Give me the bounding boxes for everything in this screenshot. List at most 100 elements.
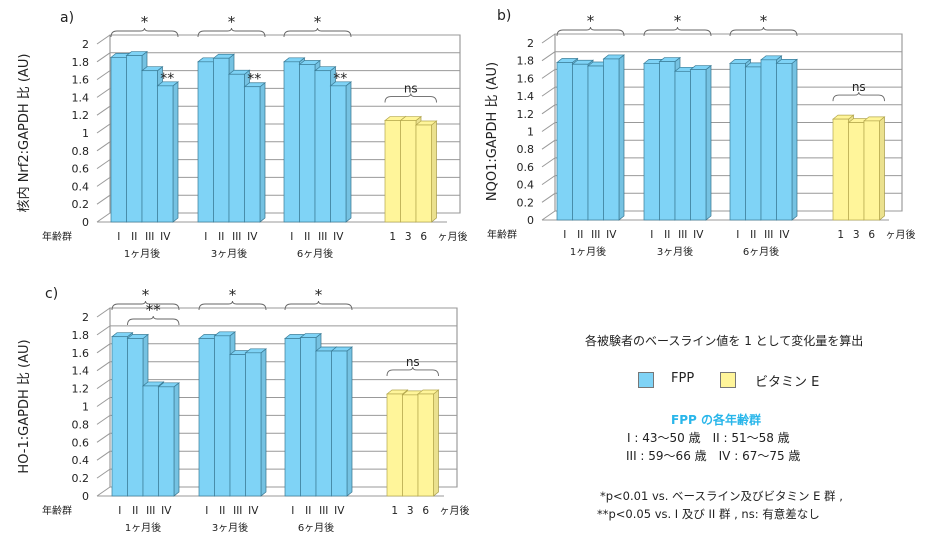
x-tick-label: I xyxy=(204,231,207,243)
y-tick-label: 0.2 xyxy=(72,472,90,485)
gridline-side xyxy=(96,486,111,497)
y-tick-label: 0.6 xyxy=(72,436,90,449)
gridline-side xyxy=(541,192,556,203)
group-label: 6ヶ月後 xyxy=(297,247,333,260)
bar xyxy=(386,393,403,497)
bar xyxy=(141,70,158,223)
gridline-side xyxy=(96,414,111,425)
x-tick-label: IV xyxy=(334,505,345,517)
significance-mark: ** xyxy=(247,72,261,88)
baseline-note: 各被験者のベースライン値を 1 として変化量を算出 xyxy=(585,334,864,348)
y-tick-label: 0.8 xyxy=(72,145,90,158)
x-tick-label: II xyxy=(664,229,670,241)
bar xyxy=(228,73,245,223)
y-tick-label: 1.2 xyxy=(517,108,535,121)
x-tick-label: III xyxy=(145,231,154,243)
y-tick-label: 0.6 xyxy=(72,163,90,176)
group-label: 6ヶ月後 xyxy=(743,245,779,258)
x-tick-label: III xyxy=(233,505,242,517)
y-tick-label: 1.8 xyxy=(517,55,535,68)
x-tick-label: 1 xyxy=(391,505,398,517)
y-tick-label: 0 xyxy=(82,216,89,229)
age-group-axis-label: 年齢群 xyxy=(487,228,517,241)
bar xyxy=(643,63,660,221)
bar xyxy=(244,86,261,223)
x-tick-label: I xyxy=(736,229,739,241)
bar xyxy=(760,59,777,221)
bar xyxy=(111,336,128,497)
bar xyxy=(556,62,573,221)
y-tick-label: 2 xyxy=(527,37,534,50)
x-tick-label: I xyxy=(118,505,121,517)
y-tick-label: 0.4 xyxy=(72,180,90,193)
bar-side xyxy=(433,389,439,497)
y-tick-label: 1.2 xyxy=(72,109,90,122)
significance-label: * xyxy=(228,13,236,31)
group-label: 3ヶ月後 xyxy=(211,247,247,260)
legend-swatch-vitamin-e xyxy=(720,372,736,388)
y-tick-label: 0 xyxy=(82,490,89,503)
footnote-2: **p<0.05 vs. I 及び II 群 , ns: 有意差なし xyxy=(597,507,820,521)
gridline-side xyxy=(541,104,556,115)
bar xyxy=(198,338,215,497)
significance-bracket xyxy=(127,315,180,326)
y-tick-label: 2 xyxy=(82,311,89,324)
y-tick-label: 0.4 xyxy=(517,179,535,192)
significance-bracket xyxy=(284,300,353,311)
bar xyxy=(729,63,746,221)
gridline-side xyxy=(96,141,111,152)
x-tick-label: II xyxy=(305,505,311,517)
gridline-side xyxy=(541,157,556,168)
x-tick-label: II xyxy=(577,229,583,241)
gridline-side xyxy=(96,87,111,98)
x-tick-label: 3 xyxy=(853,229,860,241)
bar xyxy=(300,337,317,497)
bar xyxy=(314,70,331,223)
bar-side xyxy=(791,58,798,221)
x-tick-label: III xyxy=(764,229,773,241)
significance-label: * xyxy=(674,12,682,30)
bar xyxy=(690,69,707,221)
y-tick-label: 1.6 xyxy=(517,72,535,85)
bar xyxy=(284,338,301,497)
age-groups-title: FPP の各年齢群 xyxy=(671,413,761,427)
bar xyxy=(848,122,865,221)
bar-side xyxy=(618,54,625,221)
bar xyxy=(402,394,419,497)
x-tick-label: 1 xyxy=(389,231,396,243)
bar xyxy=(214,335,231,497)
group-label: 1ヶ月後 xyxy=(124,247,160,260)
gridline-side xyxy=(96,34,111,45)
bar xyxy=(126,55,143,223)
gridline-side xyxy=(96,325,111,336)
bar-side xyxy=(173,382,180,497)
x-tick-label: III xyxy=(146,505,155,517)
bar xyxy=(745,66,762,221)
gridline-side xyxy=(96,194,111,205)
y-tick-label: 1.2 xyxy=(72,383,90,396)
age-group-axis-label: 年齢群 xyxy=(42,504,72,517)
x-tick-label: II xyxy=(304,231,310,243)
panel-label: c) xyxy=(45,286,58,302)
x-tick-label: I xyxy=(563,229,566,241)
bar xyxy=(417,393,434,497)
x-tick-label: IV xyxy=(248,505,259,517)
bar xyxy=(245,352,262,497)
bar-side xyxy=(260,348,267,497)
x-tick-label: III xyxy=(232,231,241,243)
significance-bracket xyxy=(643,26,712,37)
y-tick-label: 1.4 xyxy=(517,90,535,103)
bar xyxy=(415,124,432,223)
group-label: 1ヶ月後 xyxy=(125,521,161,534)
x-tick-label: 3 xyxy=(405,231,412,243)
y-tick-label: 1.6 xyxy=(72,74,90,87)
x-tick-label: I xyxy=(205,505,208,517)
bar xyxy=(659,61,676,221)
significance-bracket xyxy=(384,93,437,103)
gridline-side xyxy=(96,397,111,407)
footnote-1: *p<0.01 vs. ベースライン及びビタミン E 群 , xyxy=(600,489,843,503)
x-tick-label: IV xyxy=(606,229,617,241)
x-tick-label: I xyxy=(290,231,293,243)
bar xyxy=(863,120,880,221)
significance-bracket xyxy=(832,92,885,102)
